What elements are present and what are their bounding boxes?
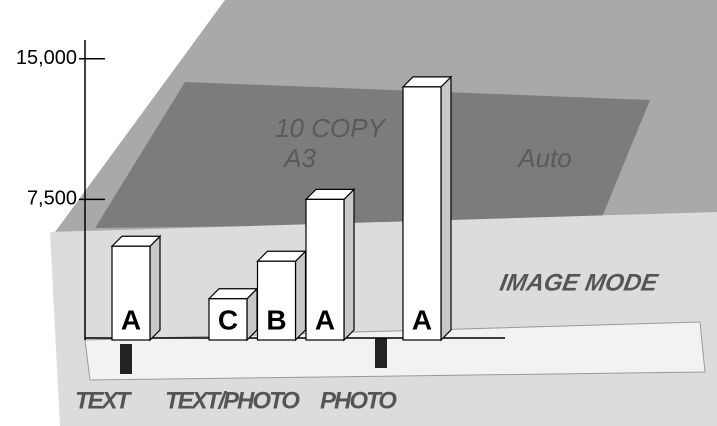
bar-label: C [218, 304, 238, 335]
lcd-display [95, 82, 650, 228]
indicator [120, 344, 132, 374]
bar-label: A [121, 304, 141, 335]
indicator [375, 338, 387, 368]
panel-title: IMAGE MODE [498, 270, 661, 297]
panel-label: TEXT [75, 387, 133, 414]
bar [208, 298, 248, 341]
bar [111, 245, 151, 341]
bar-label: A [412, 304, 432, 335]
panel-label: PHOTO [320, 387, 397, 414]
bar-label: A [315, 304, 335, 335]
bar [305, 198, 345, 341]
y-tick-label: 15,000 [16, 47, 77, 69]
display-text: 10 COPY [275, 113, 386, 143]
bar-side [294, 249, 307, 342]
bar-label: B [266, 304, 286, 335]
bar [402, 86, 442, 341]
display-text: Auto [516, 143, 572, 173]
bar [256, 260, 297, 341]
bar-side [343, 187, 355, 342]
panel-label: TEXT/PHOTO [165, 387, 300, 414]
display-text: A3 [282, 143, 316, 173]
y-tick-label: 7,500 [27, 188, 77, 210]
bar-side [149, 234, 161, 342]
bar-side [440, 75, 452, 342]
